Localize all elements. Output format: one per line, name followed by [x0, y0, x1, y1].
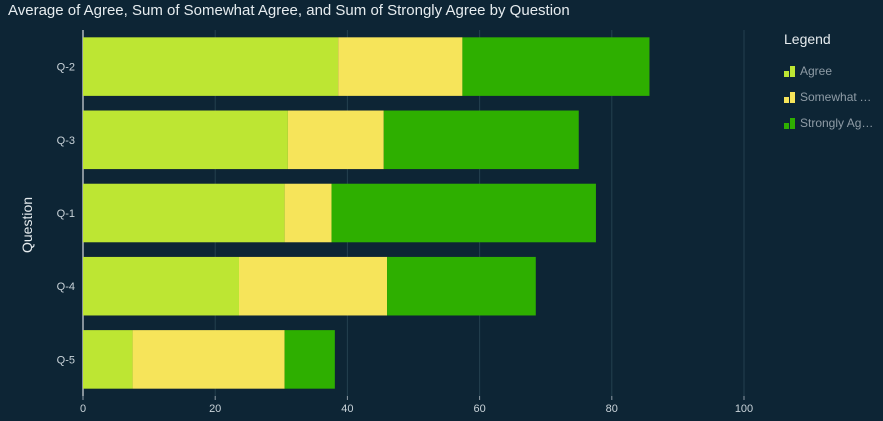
legend-item-somewhat-agree[interactable]: Somewhat Agree	[784, 84, 876, 110]
bar-agree[interactable]	[83, 110, 288, 170]
bar-chart-icon	[784, 91, 795, 103]
legend-label: Strongly Agree	[800, 116, 876, 130]
y-tick-label: Q-5	[57, 354, 75, 366]
x-tick-label: 100	[735, 403, 753, 415]
x-tick-label: 80	[606, 403, 618, 415]
bar-somewhat-agree[interactable]	[287, 110, 384, 170]
legend-item-agree[interactable]: Agree	[784, 58, 876, 84]
bar-agree[interactable]	[83, 183, 285, 243]
legend-label: Somewhat Agree	[800, 90, 876, 104]
bar-somewhat-agree[interactable]	[338, 37, 463, 96]
x-tick-label: 40	[341, 403, 353, 415]
bar-strongly-agree[interactable]	[284, 330, 335, 389]
y-tick-label: Q-1	[57, 208, 75, 220]
legend: Legend Agree Somewhat Agree Strongly Agr…	[784, 31, 876, 136]
x-tick-label: 0	[80, 403, 86, 415]
bar-somewhat-agree[interactable]	[284, 183, 332, 243]
bar-chart-icon	[784, 65, 795, 77]
bar-somewhat-agree[interactable]	[238, 256, 388, 316]
bar-strongly-agree[interactable]	[383, 110, 579, 170]
bar-somewhat-agree[interactable]	[132, 330, 285, 389]
x-tick-label: 60	[473, 403, 485, 415]
y-tick-label: Q-2	[57, 62, 75, 74]
legend-title: Legend	[784, 31, 831, 47]
bar-chart-icon	[784, 117, 795, 129]
bar-agree[interactable]	[83, 256, 239, 316]
y-tick-label: Q-3	[57, 135, 75, 147]
x-tick-label: 20	[209, 403, 221, 415]
legend-item-strongly-agree[interactable]: Strongly Agree	[784, 110, 876, 136]
chart-title: Average of Agree, Sum of Somewhat Agree,…	[8, 2, 570, 19]
bar-strongly-agree[interactable]	[331, 183, 596, 243]
bar-strongly-agree[interactable]	[387, 256, 536, 316]
bar-strongly-agree[interactable]	[462, 37, 650, 96]
bar-agree[interactable]	[83, 330, 133, 389]
legend-label: Agree	[800, 64, 833, 78]
y-tick-label: Q-4	[57, 281, 75, 293]
bar-agree[interactable]	[83, 37, 339, 96]
